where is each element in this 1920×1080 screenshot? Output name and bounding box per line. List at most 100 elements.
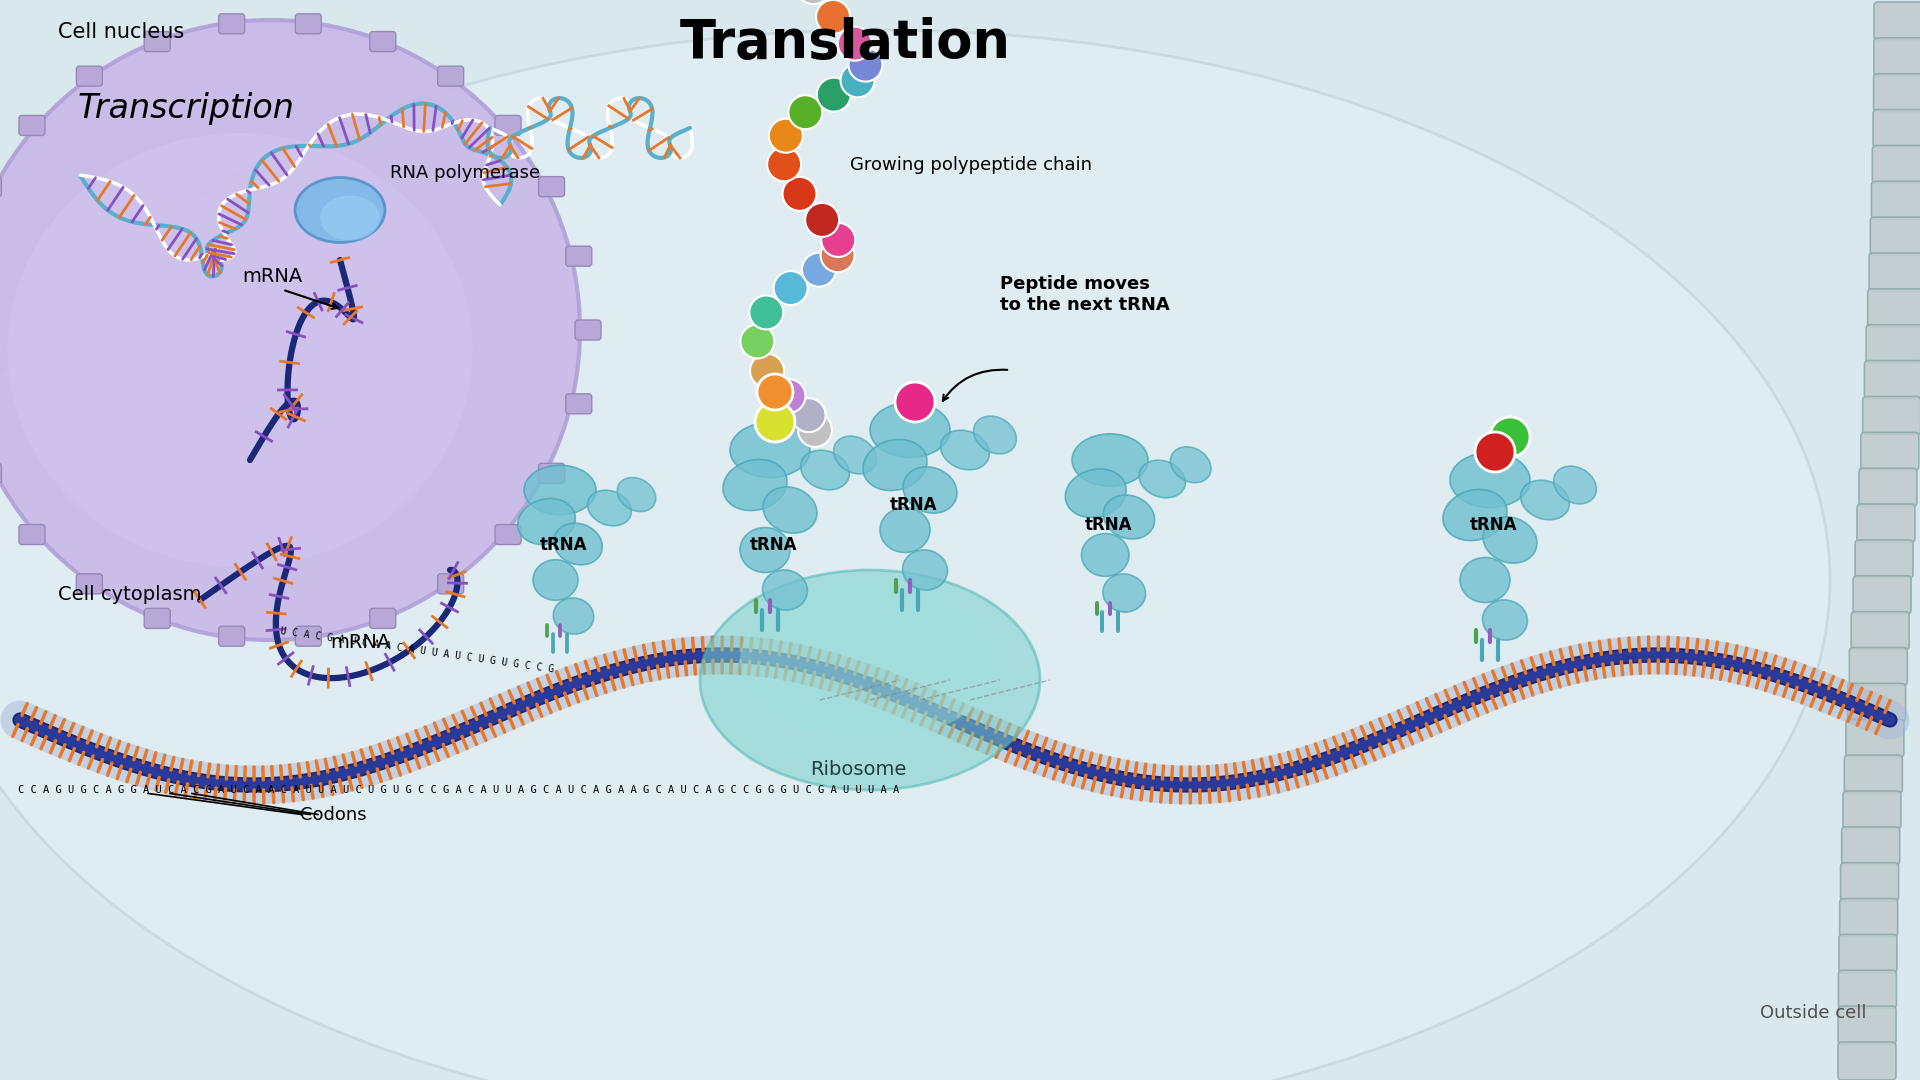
FancyBboxPatch shape <box>438 573 463 594</box>
FancyBboxPatch shape <box>19 116 44 135</box>
Text: mRNA: mRNA <box>242 267 303 285</box>
Text: tRNA: tRNA <box>1471 516 1517 534</box>
FancyBboxPatch shape <box>1843 791 1901 829</box>
Ellipse shape <box>518 499 576 544</box>
Circle shape <box>816 0 851 33</box>
FancyBboxPatch shape <box>1860 432 1918 471</box>
Text: tRNA: tRNA <box>1085 516 1133 534</box>
Ellipse shape <box>870 403 950 458</box>
FancyBboxPatch shape <box>540 463 564 484</box>
Ellipse shape <box>1102 573 1146 612</box>
Circle shape <box>816 78 851 111</box>
FancyBboxPatch shape <box>1847 684 1905 721</box>
Circle shape <box>841 64 874 97</box>
FancyBboxPatch shape <box>77 66 102 86</box>
Ellipse shape <box>730 422 810 477</box>
FancyBboxPatch shape <box>1839 899 1897 936</box>
Text: Cell nucleus: Cell nucleus <box>58 22 184 42</box>
Ellipse shape <box>8 133 472 567</box>
Ellipse shape <box>724 459 787 511</box>
Ellipse shape <box>1104 495 1154 539</box>
Ellipse shape <box>1482 517 1538 563</box>
FancyBboxPatch shape <box>219 626 244 646</box>
FancyBboxPatch shape <box>1862 396 1920 434</box>
FancyBboxPatch shape <box>1851 611 1908 650</box>
FancyBboxPatch shape <box>296 626 321 646</box>
Circle shape <box>1475 432 1515 472</box>
FancyBboxPatch shape <box>1864 361 1920 399</box>
Ellipse shape <box>701 570 1041 789</box>
Ellipse shape <box>739 527 789 572</box>
Ellipse shape <box>762 570 808 610</box>
Ellipse shape <box>553 523 603 565</box>
FancyBboxPatch shape <box>495 116 520 135</box>
FancyBboxPatch shape <box>1874 38 1920 76</box>
Text: Outside cell: Outside cell <box>1761 1004 1866 1022</box>
Ellipse shape <box>833 436 876 474</box>
FancyBboxPatch shape <box>1837 1042 1895 1080</box>
Ellipse shape <box>879 508 929 553</box>
FancyBboxPatch shape <box>1872 146 1920 184</box>
FancyBboxPatch shape <box>1837 1007 1897 1044</box>
FancyBboxPatch shape <box>1845 719 1905 757</box>
Ellipse shape <box>1066 469 1127 517</box>
FancyBboxPatch shape <box>540 177 564 197</box>
Circle shape <box>783 177 816 211</box>
Ellipse shape <box>1071 434 1148 486</box>
Ellipse shape <box>1444 489 1507 541</box>
FancyBboxPatch shape <box>1874 2 1920 40</box>
Ellipse shape <box>553 598 593 634</box>
FancyBboxPatch shape <box>1841 863 1899 901</box>
Circle shape <box>799 413 831 447</box>
FancyBboxPatch shape <box>1874 109 1920 148</box>
Circle shape <box>749 296 783 329</box>
Text: Peptide moves
to the next tRNA: Peptide moves to the next tRNA <box>1000 275 1169 314</box>
FancyBboxPatch shape <box>1845 755 1903 793</box>
Circle shape <box>895 382 935 422</box>
Text: tRNA: tRNA <box>751 536 797 554</box>
Ellipse shape <box>1081 534 1129 577</box>
FancyBboxPatch shape <box>1866 325 1920 363</box>
Ellipse shape <box>1482 599 1528 640</box>
Circle shape <box>820 239 854 272</box>
Text: Growing polypeptide chain: Growing polypeptide chain <box>851 156 1092 174</box>
Ellipse shape <box>534 559 578 600</box>
FancyBboxPatch shape <box>1839 970 1897 1009</box>
FancyBboxPatch shape <box>566 246 591 266</box>
FancyBboxPatch shape <box>1839 934 1897 972</box>
Circle shape <box>768 119 803 152</box>
Text: mRNA: mRNA <box>330 633 390 652</box>
FancyBboxPatch shape <box>495 525 520 544</box>
Ellipse shape <box>902 550 947 590</box>
Circle shape <box>755 402 795 442</box>
Ellipse shape <box>296 177 386 243</box>
FancyBboxPatch shape <box>1868 253 1920 291</box>
Text: C C A G U G C A G G A U C A C G A U C A A C A U U A U C U G U G C C G A C A U U : C C A G U G C A G G A U C A C G A U C A … <box>17 785 899 795</box>
FancyBboxPatch shape <box>1841 827 1899 865</box>
Text: Ribosome: Ribosome <box>810 760 906 779</box>
Circle shape <box>803 253 835 286</box>
FancyBboxPatch shape <box>144 608 171 629</box>
Ellipse shape <box>762 487 818 534</box>
Text: tRNA: tRNA <box>891 496 937 514</box>
Text: Transcription: Transcription <box>79 92 296 125</box>
Circle shape <box>822 222 854 257</box>
FancyBboxPatch shape <box>1859 469 1916 507</box>
Circle shape <box>774 271 808 305</box>
Ellipse shape <box>0 21 580 640</box>
Ellipse shape <box>1553 467 1596 504</box>
Circle shape <box>741 324 774 359</box>
Ellipse shape <box>902 467 956 513</box>
Ellipse shape <box>862 440 927 490</box>
Circle shape <box>751 354 783 388</box>
FancyBboxPatch shape <box>1868 288 1920 327</box>
Circle shape <box>768 147 801 181</box>
Circle shape <box>797 0 831 4</box>
Ellipse shape <box>1459 557 1509 603</box>
Circle shape <box>837 27 872 60</box>
Circle shape <box>772 379 806 413</box>
Ellipse shape <box>941 430 989 470</box>
FancyBboxPatch shape <box>566 394 591 414</box>
Ellipse shape <box>1171 447 1212 483</box>
Ellipse shape <box>1139 460 1185 498</box>
